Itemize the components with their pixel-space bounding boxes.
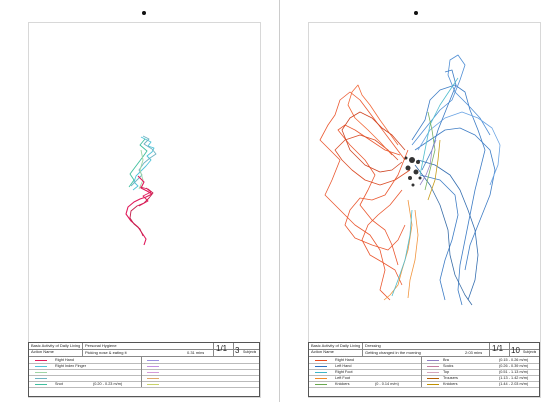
info-header-row: Basic Activity of Daily Living Dressing xyxy=(309,343,539,350)
trajectory-plot xyxy=(319,54,501,306)
action-value: Getting changed in the morning xyxy=(365,349,421,355)
legend-swatch xyxy=(427,366,439,367)
legend-swatch xyxy=(35,372,47,373)
legend-swatch xyxy=(315,372,327,373)
legend-swatch xyxy=(35,384,47,385)
legend-row: Right Foot Top (0.51 - 1.13 m/m) xyxy=(309,369,539,376)
subject-count: 10 xyxy=(511,346,520,355)
legend-label: Right Hand xyxy=(55,358,74,362)
marker-dot xyxy=(414,11,418,15)
action-label: Action Name xyxy=(31,349,54,354)
legend-swatch xyxy=(315,378,327,379)
legend-swatch xyxy=(315,366,327,367)
legend-swatch xyxy=(315,384,327,385)
legend-swatch xyxy=(427,360,439,361)
legend-label: Trousers xyxy=(443,376,458,380)
legend-row: Right Index Finger xyxy=(29,363,259,370)
trajectory-plot xyxy=(125,135,157,246)
legend-label: Knickers xyxy=(335,382,350,386)
left-page: Basic Activity of Daily Living Personal … xyxy=(28,0,280,402)
info-action-row: Action Name Getting changed in the morni… xyxy=(309,349,539,357)
legend-swatch xyxy=(147,384,159,385)
legend-range: (1.13 - 1.42 m/m) xyxy=(499,376,529,380)
legend-label: Right Foot xyxy=(335,370,353,374)
divider xyxy=(509,343,510,356)
divider xyxy=(233,343,234,356)
legend-label: Left Foot xyxy=(335,376,350,380)
legend: Right Hand Bra (0.15 - 0.26 m/m) Left Ha… xyxy=(309,357,539,397)
legend-row: Right Hand xyxy=(29,357,259,364)
legend-range: (0.26 - 0.39 m/m) xyxy=(499,364,529,368)
legend-range: (0.15 - 0.26 m/m) xyxy=(499,358,529,362)
legend-range: (1.44 - 2.03 m/m) xyxy=(499,382,529,386)
action-label: Action Name xyxy=(311,349,334,354)
legend-row: Knickers (0 - 0.14 m/m) Knickers (1.44 -… xyxy=(309,381,539,388)
legend-swatch xyxy=(35,378,47,379)
page-number: 1/1 xyxy=(492,344,504,353)
divider xyxy=(82,343,83,356)
legend-row: Snot (0.20 - 0.23 m/m) xyxy=(29,381,259,388)
page-number: 1/1 xyxy=(216,344,228,353)
legend-range: (0.51 - 1.13 m/m) xyxy=(499,370,529,374)
legend-row xyxy=(29,369,259,376)
subject-label: Subjects xyxy=(523,350,537,354)
duration-value: 0.31 mins xyxy=(187,349,205,355)
action-value: Picking nose & eating it xyxy=(85,349,127,355)
legend-swatch xyxy=(35,366,47,367)
plot-frame xyxy=(28,22,261,398)
subject-count: 3 xyxy=(235,346,240,355)
legend-swatch xyxy=(147,360,159,361)
legend-row xyxy=(29,375,259,382)
legend-label: Left Hand xyxy=(335,364,352,368)
legend-label: Right Hand xyxy=(335,358,354,362)
legend-row: Right Hand Bra (0.15 - 0.26 m/m) xyxy=(309,357,539,364)
divider xyxy=(141,357,142,387)
legend-swatch xyxy=(35,360,47,361)
legend-label: Right Index Finger xyxy=(55,364,87,368)
legend-swatch xyxy=(315,360,327,361)
legend-row: Left Hand Socks (0.26 - 0.39 m/m) xyxy=(309,363,539,370)
legend-row: Left Foot Trousers (1.13 - 1.42 m/m) xyxy=(309,375,539,382)
category-label: Basic Activity of Daily Living xyxy=(311,343,361,348)
category-value: Dressing xyxy=(365,343,381,348)
info-table: Basic Activity of Daily Living Dressing … xyxy=(308,342,540,397)
category-value: Personal Hygiene xyxy=(85,343,117,348)
legend-label: Knickers xyxy=(443,382,458,386)
legend-label: Socks xyxy=(443,364,454,368)
legend-swatch xyxy=(147,378,159,379)
legend-swatch xyxy=(147,372,159,373)
legend-label: Bra xyxy=(443,358,449,362)
subject-label: Subjects xyxy=(243,350,257,354)
plot-frame xyxy=(308,22,541,398)
info-table: Basic Activity of Daily Living Personal … xyxy=(28,342,260,397)
info-header-row: Basic Activity of Daily Living Personal … xyxy=(29,343,259,350)
legend-swatch xyxy=(427,378,439,379)
divider xyxy=(362,343,363,356)
legend-range: (0.20 - 0.23 m/m) xyxy=(93,382,123,386)
dense-cluster xyxy=(404,156,422,187)
duration-value: 2:03 mins xyxy=(465,349,483,355)
info-action-row: Action Name Picking nose & eating it 0.3… xyxy=(29,349,259,357)
legend-label: Snot xyxy=(55,382,63,386)
legend-label: Top xyxy=(443,370,450,374)
legend-swatch xyxy=(427,384,439,385)
divider xyxy=(421,357,422,387)
legend-swatch xyxy=(147,366,159,367)
legend: Right Hand Right Index Finger Snot (0.20… xyxy=(29,357,259,397)
divider xyxy=(213,343,214,356)
legend-swatch xyxy=(427,372,439,373)
legend-range: (0 - 0.14 m/m) xyxy=(375,382,399,386)
marker-dot xyxy=(142,11,146,15)
divider xyxy=(489,343,490,356)
category-label: Basic Activity of Daily Living xyxy=(31,343,81,348)
right-page: Basic Activity of Daily Living Dressing … xyxy=(280,0,559,402)
